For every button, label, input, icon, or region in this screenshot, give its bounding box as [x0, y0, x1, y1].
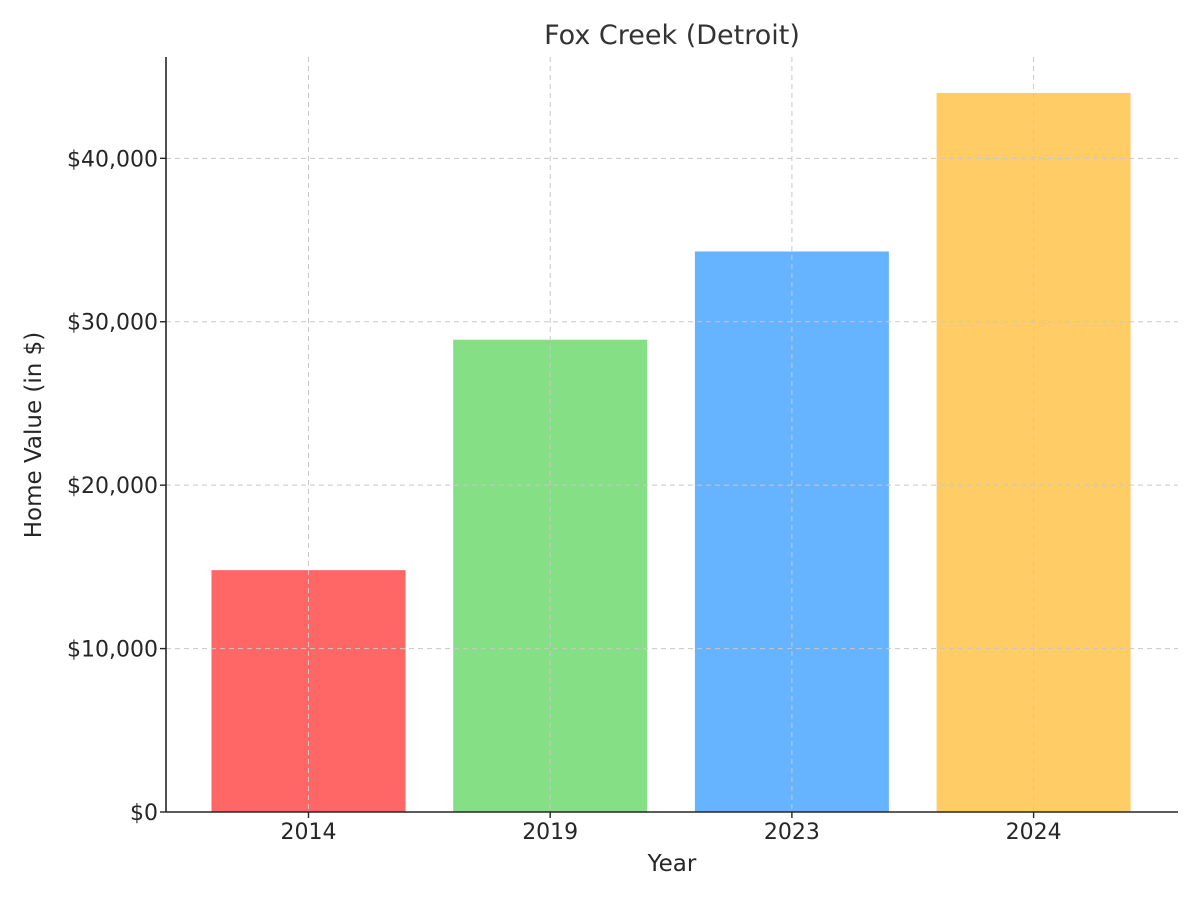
bars	[212, 93, 1131, 812]
chart-title: Fox Creek (Detroit)	[544, 20, 800, 51]
x-axis-title: Year	[647, 851, 697, 877]
x-tick-label: 2014	[281, 820, 337, 845]
x-tick-label: 2024	[1006, 820, 1062, 845]
y-ticks: $0 $10,000 $20,000 $30,000 $40,000	[67, 147, 166, 826]
y-tick-label: $0	[130, 801, 158, 826]
bar-2024	[937, 93, 1131, 812]
x-tick-label: 2019	[522, 820, 578, 845]
y-tick-label: $20,000	[67, 474, 158, 499]
y-tick-label: $30,000	[67, 311, 158, 336]
y-axis-title: Home Value (in $)	[21, 332, 47, 539]
y-tick-label: $10,000	[67, 638, 158, 663]
x-ticks: 2014 2019 2023 2024	[281, 812, 1062, 845]
x-tick-label: 2023	[764, 820, 820, 845]
y-tick-label: $40,000	[67, 147, 158, 172]
